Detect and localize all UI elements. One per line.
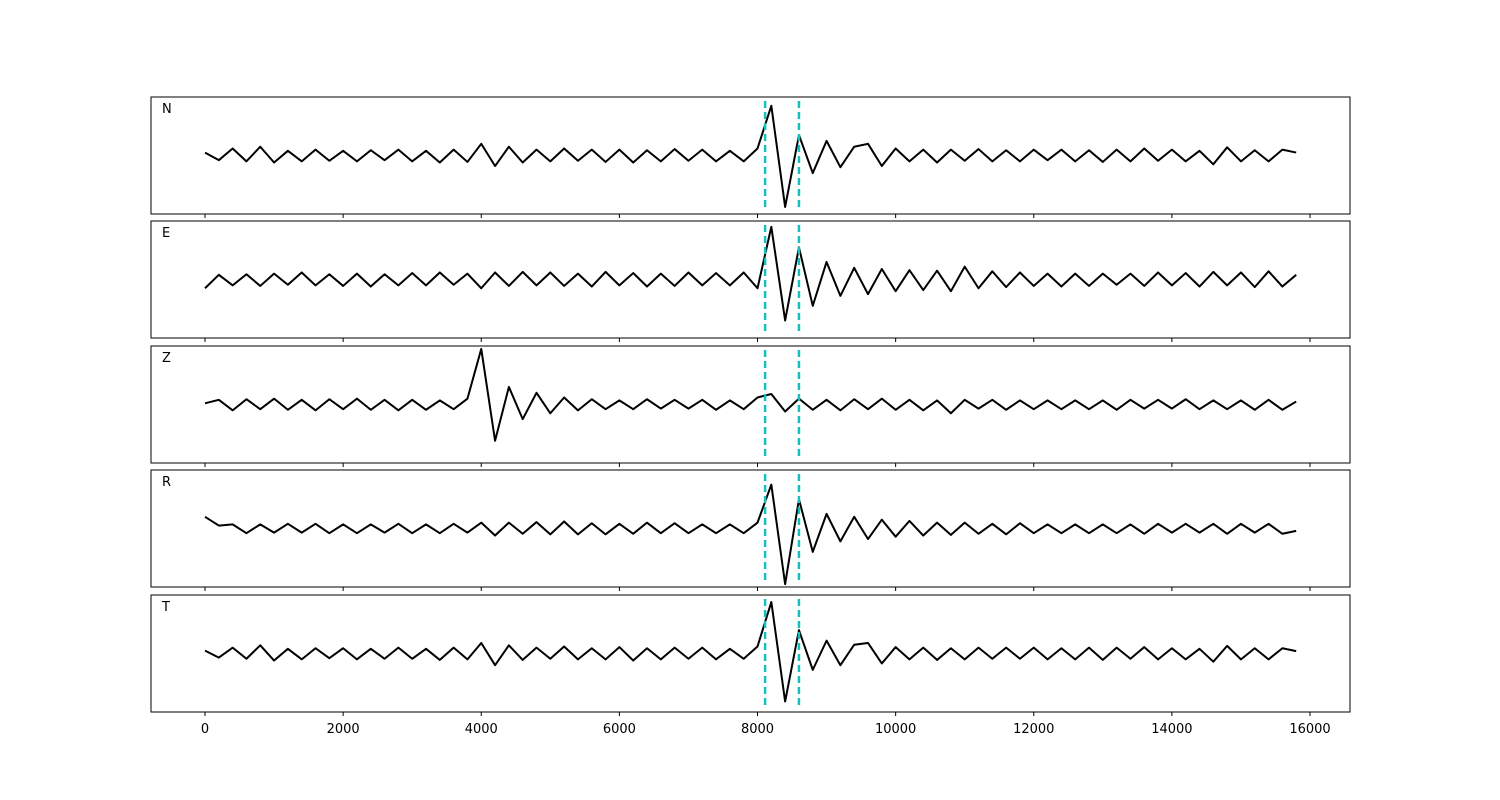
axes-frame [150,220,1351,339]
waveform [204,225,1297,322]
panel-label: T [161,600,170,615]
panel-label: N [162,102,172,117]
panel-label: R [162,475,171,490]
x-tick-label: 12000 [1013,722,1054,737]
x-tick-label: 2000 [327,722,360,737]
axes-frame [150,345,1351,464]
axes-frame [150,96,1351,215]
x-tick-label: 16000 [1289,722,1330,737]
x-tick-label: 10000 [875,722,916,737]
waveform [204,104,1297,208]
waveform [204,483,1297,586]
axes-frame [150,469,1351,588]
waveform [204,601,1297,703]
panel-label: Z [162,351,171,366]
axes-frame [150,594,1351,713]
x-tick-label: 0 [201,722,209,737]
panel-label: E [162,226,170,241]
x-tick-label: 8000 [741,722,774,737]
waveform [204,347,1297,442]
x-tick-label: 6000 [603,722,636,737]
x-tick-label: 4000 [465,722,498,737]
x-tick-label: 14000 [1151,722,1192,737]
